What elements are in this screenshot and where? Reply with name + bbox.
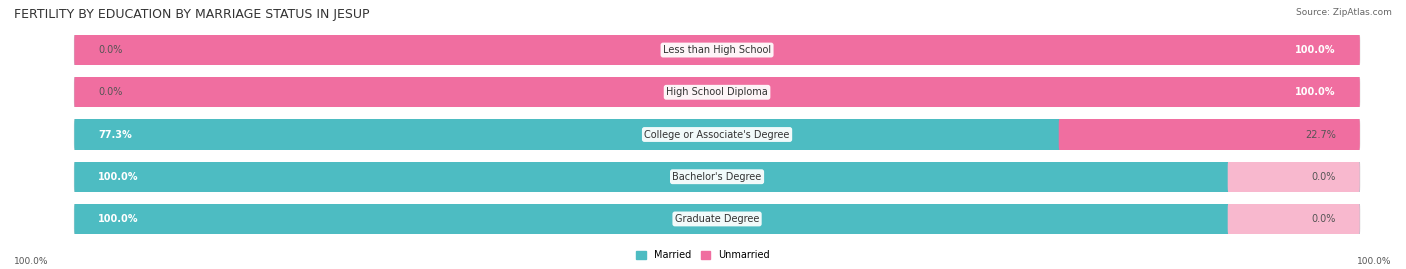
FancyBboxPatch shape	[75, 26, 1360, 75]
FancyBboxPatch shape	[75, 152, 1360, 201]
Text: College or Associate's Degree: College or Associate's Degree	[644, 129, 790, 140]
Text: High School Diploma: High School Diploma	[666, 87, 768, 97]
Text: 77.3%: 77.3%	[98, 129, 132, 140]
Text: 0.0%: 0.0%	[1312, 214, 1336, 224]
Text: Source: ZipAtlas.com: Source: ZipAtlas.com	[1296, 8, 1392, 17]
FancyBboxPatch shape	[75, 152, 1360, 201]
Text: FERTILITY BY EDUCATION BY MARRIAGE STATUS IN JESUP: FERTILITY BY EDUCATION BY MARRIAGE STATU…	[14, 8, 370, 21]
Text: 100.0%: 100.0%	[1295, 87, 1336, 97]
Text: Bachelor's Degree: Bachelor's Degree	[672, 172, 762, 182]
FancyBboxPatch shape	[1059, 110, 1360, 159]
Text: 22.7%: 22.7%	[1305, 129, 1336, 140]
FancyBboxPatch shape	[75, 68, 1360, 117]
FancyBboxPatch shape	[1227, 194, 1360, 243]
FancyBboxPatch shape	[75, 194, 1360, 243]
FancyBboxPatch shape	[75, 110, 1360, 159]
Text: 100.0%: 100.0%	[14, 257, 49, 266]
Text: 100.0%: 100.0%	[98, 214, 139, 224]
Text: Graduate Degree: Graduate Degree	[675, 214, 759, 224]
FancyBboxPatch shape	[75, 26, 194, 75]
Text: 100.0%: 100.0%	[1295, 45, 1336, 55]
FancyBboxPatch shape	[75, 68, 194, 117]
Text: 0.0%: 0.0%	[98, 87, 122, 97]
Legend: Married, Unmarried: Married, Unmarried	[633, 246, 773, 264]
FancyBboxPatch shape	[75, 26, 1360, 75]
Text: Less than High School: Less than High School	[664, 45, 770, 55]
Text: 100.0%: 100.0%	[98, 172, 139, 182]
Text: 0.0%: 0.0%	[1312, 172, 1336, 182]
FancyBboxPatch shape	[75, 110, 1071, 159]
FancyBboxPatch shape	[75, 194, 1360, 243]
Text: 0.0%: 0.0%	[98, 45, 122, 55]
Text: 100.0%: 100.0%	[1357, 257, 1392, 266]
FancyBboxPatch shape	[75, 68, 1360, 117]
FancyBboxPatch shape	[1227, 152, 1360, 201]
